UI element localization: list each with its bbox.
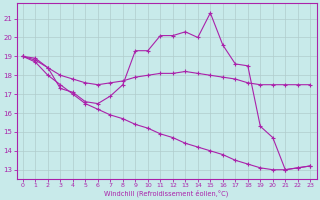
X-axis label: Windchill (Refroidissement éolien,°C): Windchill (Refroidissement éolien,°C) [104, 189, 229, 197]
